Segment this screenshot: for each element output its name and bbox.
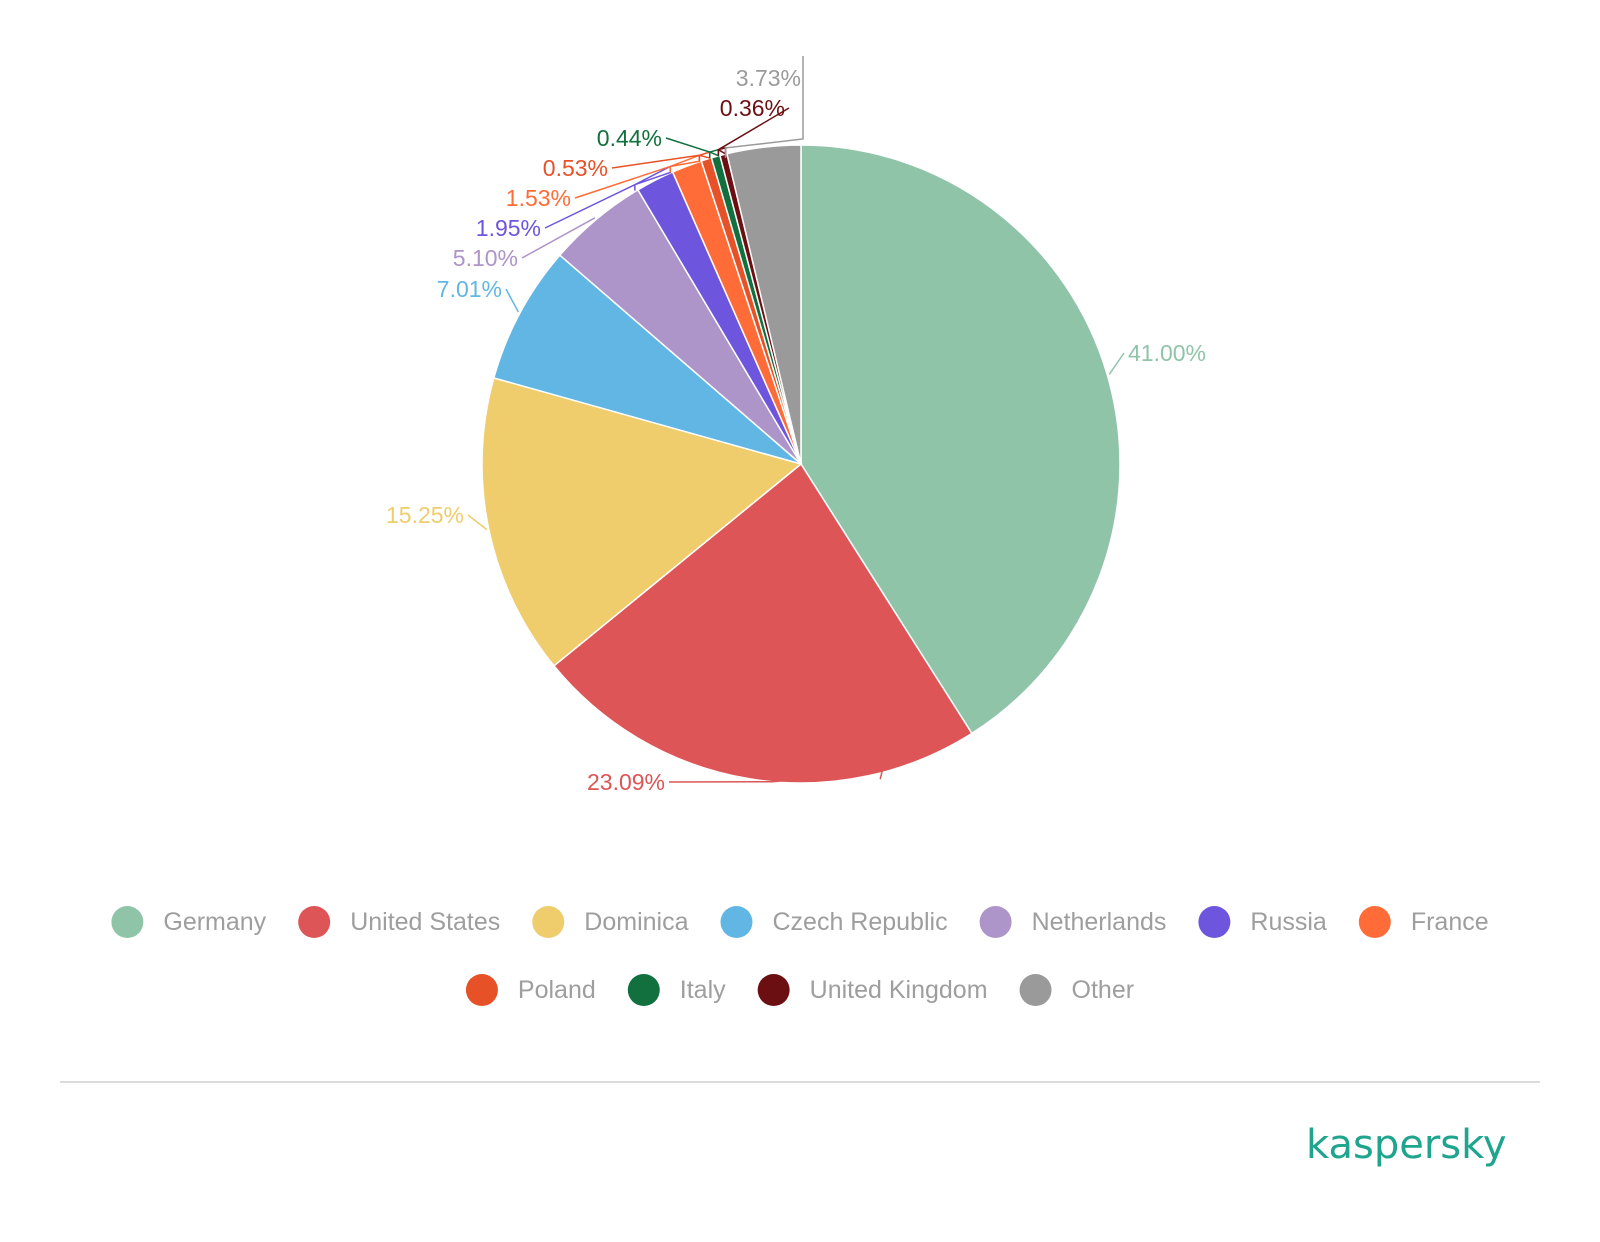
data-label-dominica: 15.25% [386, 502, 464, 528]
legend-swatch-dominica [532, 906, 565, 938]
leader-line-czech-republic [505, 288, 519, 313]
leader-line-other [724, 56, 804, 158]
legend-swatch-germany [111, 906, 144, 938]
pie-slice-dominica [481, 377, 803, 667]
data-label-czech-republic: 7.01% [437, 276, 502, 302]
legend-label-czech-republic: Czech Republic [772, 908, 947, 936]
legend-label-united-states: United States [350, 908, 500, 936]
leader-line-netherlands [521, 217, 596, 259]
legend-swatch-russia [1198, 906, 1231, 938]
pie-slice-czech-republic [492, 254, 802, 465]
data-label-united-kingdom: 0.36% [720, 95, 785, 121]
data-label-poland: 0.53% [543, 155, 608, 181]
data-label-russia: 1.95% [476, 215, 541, 241]
legend-swatch-other [1019, 974, 1052, 1006]
data-label-united-states: 23.09% [587, 769, 665, 795]
data-label-france: 1.53% [506, 185, 571, 211]
legend-label-france: France [1411, 908, 1489, 936]
leader-line-germany [1108, 352, 1125, 375]
legend-label-other: Other [1072, 976, 1135, 1004]
legend-swatch-united-kingdom [757, 974, 790, 1006]
legend-label-italy: Italy [680, 976, 726, 1004]
data-label-italy: 0.44% [597, 125, 662, 151]
kaspersky-logo: kaspersky [1306, 1122, 1507, 1168]
legend-label-united-kingdom: United Kingdom [810, 976, 988, 1004]
legend-swatch-italy [627, 974, 660, 1006]
legend-swatch-france [1358, 906, 1391, 938]
pie-slice-other [726, 144, 802, 465]
data-label-other: 3.73% [736, 65, 801, 91]
legend-swatch-czech-republic [720, 906, 753, 938]
legend-swatch-netherlands [979, 906, 1012, 938]
legend-swatch-united-states [298, 906, 331, 938]
pie-slice-germany [800, 144, 1121, 735]
leader-line-united-states [668, 770, 884, 783]
data-label-germany: 41.00% [1128, 340, 1206, 366]
leader-line-italy [665, 137, 720, 159]
legend-label-dominica: Dominica [584, 908, 688, 936]
legend-label-germany: Germany [163, 908, 266, 936]
pie-slice-united-states [552, 462, 973, 784]
legend-label-poland: Poland [518, 976, 596, 1004]
data-label-netherlands: 5.10% [453, 245, 518, 271]
legend-swatch-poland [465, 974, 498, 1006]
legend-label-netherlands: Netherlands [1032, 908, 1167, 936]
leader-line-dominica [467, 514, 488, 531]
legend-label-russia: Russia [1250, 908, 1327, 936]
